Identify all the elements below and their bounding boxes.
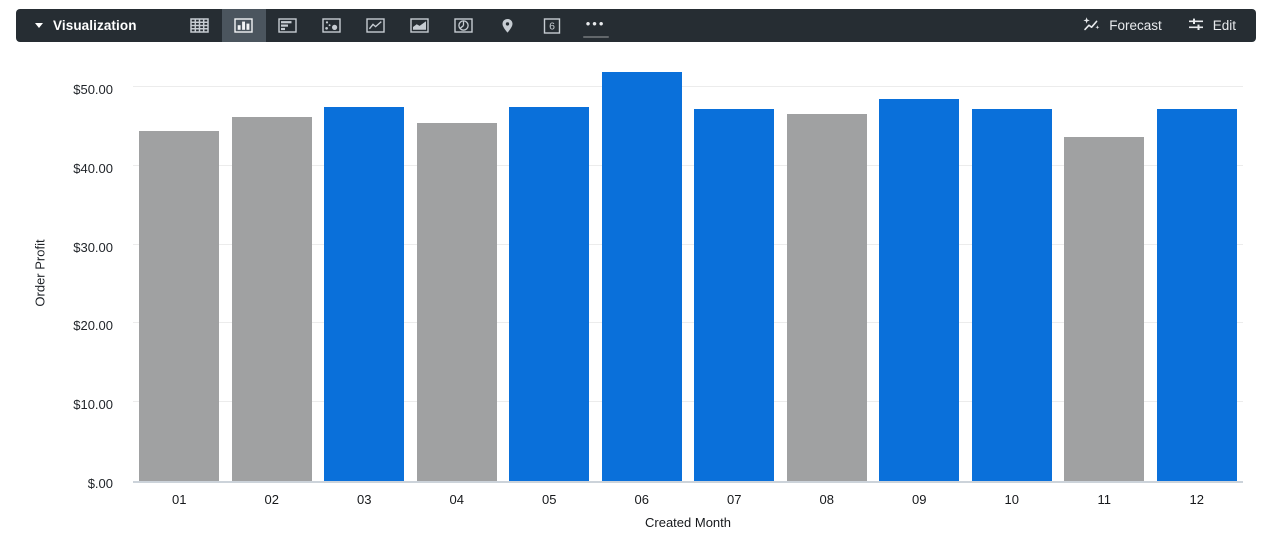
bar-12[interactable] xyxy=(1156,108,1237,481)
x-axis-title: Created Month xyxy=(645,515,731,530)
visualization-label: Visualization xyxy=(53,18,137,33)
bar-03[interactable] xyxy=(324,107,405,481)
x-tick-label: 01 xyxy=(172,492,187,507)
line-chart-icon xyxy=(366,18,385,33)
edit-button[interactable]: Edit xyxy=(1188,17,1236,35)
edit-label: Edit xyxy=(1212,18,1236,33)
line-chart-button[interactable] xyxy=(354,9,398,42)
column-chart-button[interactable] xyxy=(221,9,266,42)
area-chart-icon xyxy=(410,18,429,33)
x-tick-label: 04 xyxy=(449,492,464,507)
plot-area xyxy=(133,64,1243,483)
x-tick-label: 10 xyxy=(1004,492,1019,507)
more-chart-types-button[interactable]: ••• xyxy=(574,9,618,42)
y-axis: $.00 $10.00 $20.00 $30.00 $40.00 $50.00 xyxy=(0,64,113,491)
caret-down-icon xyxy=(35,23,43,28)
x-tick-label: 03 xyxy=(357,492,372,507)
x-axis: 01 02 03 04 05 06 07 08 09 10 11 12 xyxy=(133,492,1243,507)
bar-04[interactable] xyxy=(416,123,497,481)
column-chart-icon xyxy=(234,18,253,33)
table-icon xyxy=(190,18,209,33)
gridline xyxy=(133,243,1243,245)
pie-chart-icon xyxy=(454,18,473,33)
gridline xyxy=(133,401,1243,403)
x-tick-label: 05 xyxy=(542,492,557,507)
x-tick-label: 06 xyxy=(634,492,649,507)
bar-02[interactable] xyxy=(231,116,312,481)
y-tick-label: $10.00 xyxy=(73,397,113,413)
x-tick-label: 11 xyxy=(1097,492,1112,507)
gridline xyxy=(133,85,1243,87)
bar-10[interactable] xyxy=(971,108,1052,481)
bar-08[interactable] xyxy=(786,114,867,481)
forecast-icon xyxy=(1082,16,1100,35)
y-tick-label: $.00 xyxy=(87,476,113,491)
single-value-glyph: 6 xyxy=(549,20,555,32)
bar-07[interactable] xyxy=(694,108,775,481)
area-chart-button[interactable] xyxy=(398,9,442,42)
visualization-dropdown[interactable]: Visualization xyxy=(16,18,151,33)
single-value-icon: 6 xyxy=(543,17,561,34)
row-chart-icon xyxy=(278,18,297,33)
gridline xyxy=(133,164,1243,166)
more-icon: ••• xyxy=(585,16,606,31)
bar-06[interactable] xyxy=(601,71,682,481)
x-tick-label: 02 xyxy=(264,492,279,507)
bar-05[interactable] xyxy=(509,107,590,481)
x-tick-label: 12 xyxy=(1189,492,1204,507)
single-value-button[interactable]: 6 xyxy=(530,9,574,42)
forecast-label: Forecast xyxy=(1109,18,1162,33)
forecast-button[interactable]: Forecast xyxy=(1082,16,1162,35)
visualization-toolbar: Visualization xyxy=(16,9,1256,42)
bar-01[interactable] xyxy=(139,131,220,481)
edit-settings-icon xyxy=(1188,17,1204,35)
bar-11[interactable] xyxy=(1064,137,1145,481)
more-underline xyxy=(582,36,609,38)
scatter-icon xyxy=(322,18,341,33)
map-pin-icon xyxy=(500,18,515,34)
table-chart-button[interactable] xyxy=(178,9,222,42)
y-tick-label: $50.00 xyxy=(73,81,113,97)
scatter-chart-button[interactable] xyxy=(310,9,354,42)
bar-chart-button[interactable] xyxy=(266,9,310,42)
map-chart-button[interactable] xyxy=(486,9,530,42)
y-tick-label: $40.00 xyxy=(73,160,113,176)
chart-type-switcher: 6 ••• xyxy=(178,9,618,42)
x-tick-label: 07 xyxy=(727,492,742,507)
toolbar-actions: Forecast Edit xyxy=(1082,16,1256,35)
y-tick-label: $30.00 xyxy=(73,239,113,255)
pie-chart-button[interactable] xyxy=(442,9,486,42)
bar-09[interactable] xyxy=(879,98,960,481)
x-tick-label: 09 xyxy=(912,492,927,507)
gridline xyxy=(133,322,1243,324)
x-tick-label: 08 xyxy=(819,492,834,507)
y-tick-label: $20.00 xyxy=(73,318,113,334)
